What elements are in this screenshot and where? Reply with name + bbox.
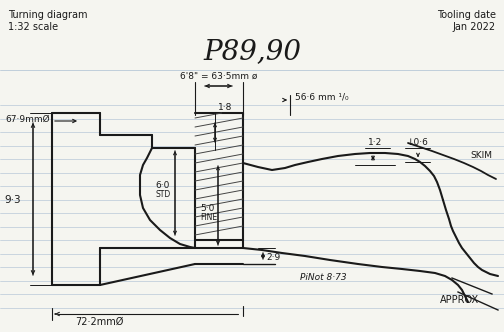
Text: P89,90: P89,90 bbox=[203, 39, 301, 65]
Text: STD: STD bbox=[155, 190, 170, 199]
Text: 67·9mmØ: 67·9mmØ bbox=[5, 115, 49, 124]
Text: 6'8" = 63·5mm ø: 6'8" = 63·5mm ø bbox=[180, 72, 258, 81]
Text: ↓0·6: ↓0·6 bbox=[406, 138, 428, 147]
Text: SKIM: SKIM bbox=[470, 150, 492, 159]
Text: PiNot 8·73: PiNot 8·73 bbox=[300, 274, 347, 283]
Text: Jan 2022: Jan 2022 bbox=[453, 22, 496, 32]
Text: Turning diagram: Turning diagram bbox=[8, 10, 88, 20]
Text: 5·0: 5·0 bbox=[200, 204, 214, 212]
Text: 6·0: 6·0 bbox=[155, 181, 169, 190]
Text: 1·8: 1·8 bbox=[218, 103, 232, 112]
Text: APPROX: APPROX bbox=[440, 295, 479, 305]
Text: 1·2: 1·2 bbox=[368, 138, 382, 147]
Text: 9·3: 9·3 bbox=[4, 195, 21, 205]
Text: 56·6 mm ¹/₀: 56·6 mm ¹/₀ bbox=[295, 93, 349, 102]
Text: Tooling date: Tooling date bbox=[437, 10, 496, 20]
Text: FINE: FINE bbox=[200, 212, 217, 221]
Text: 1:32 scale: 1:32 scale bbox=[8, 22, 58, 32]
Text: 72·2mmØ: 72·2mmØ bbox=[75, 317, 123, 327]
Text: 2·9: 2·9 bbox=[266, 253, 280, 262]
